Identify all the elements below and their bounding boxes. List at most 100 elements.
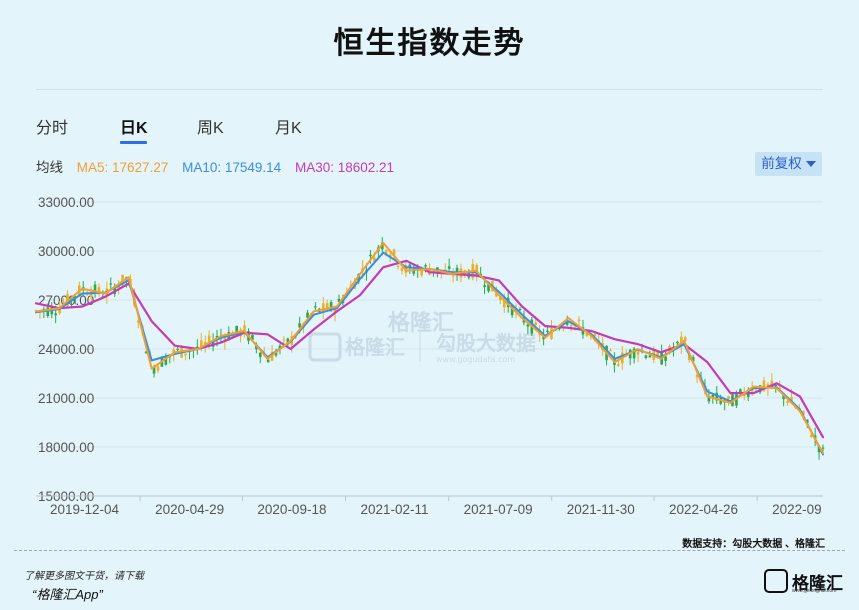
ma10-value: MA10: 17549.14 bbox=[182, 160, 282, 175]
candle-body bbox=[546, 330, 549, 332]
tab-intraday[interactable]: 分时 bbox=[36, 120, 69, 137]
x-tick-label: 2021-02-11 bbox=[361, 502, 429, 517]
series-line-ma5 bbox=[35, 241, 824, 455]
watermark-url: www.gogudata.com bbox=[436, 355, 515, 364]
candle-body bbox=[207, 335, 211, 343]
footer-app-name: “格隆汇App” bbox=[32, 587, 103, 602]
candle-body bbox=[676, 341, 679, 344]
candle-body bbox=[809, 435, 813, 437]
candle-body bbox=[424, 265, 427, 267]
candle-body bbox=[396, 265, 400, 267]
series-line-ma10 bbox=[35, 251, 824, 456]
tab-daily-k[interactable]: 日K bbox=[120, 120, 148, 137]
ma-label: 均线 bbox=[36, 160, 63, 175]
candle-body bbox=[325, 303, 329, 310]
y-tick-label: 18000.00 bbox=[38, 440, 94, 455]
candle-body bbox=[54, 313, 57, 316]
watermark-top: 格隆汇 bbox=[388, 310, 454, 336]
candle-body bbox=[687, 355, 691, 361]
candle-body bbox=[113, 286, 116, 294]
candle-body bbox=[817, 446, 821, 453]
price-adjust-label: 前复权 bbox=[761, 156, 802, 171]
candle-body bbox=[518, 309, 522, 311]
candle-body bbox=[274, 351, 278, 356]
candle-body bbox=[715, 392, 719, 401]
candle-body bbox=[333, 309, 337, 314]
candle-body bbox=[46, 307, 50, 316]
candle-body bbox=[558, 327, 561, 330]
candle-body bbox=[762, 380, 766, 391]
candle-body bbox=[400, 267, 404, 272]
x-tick-label: 2021-07-09 bbox=[464, 502, 533, 517]
candle-body bbox=[506, 297, 510, 308]
candle-body bbox=[176, 348, 179, 350]
candle-body bbox=[447, 266, 451, 269]
candle-body bbox=[172, 349, 176, 354]
candle-body bbox=[782, 394, 785, 400]
candle-body bbox=[203, 341, 207, 345]
candle-body bbox=[711, 394, 715, 398]
candle-body bbox=[329, 302, 333, 311]
candle-body bbox=[455, 267, 459, 275]
candle-body bbox=[137, 320, 140, 323]
candle-body bbox=[369, 254, 372, 257]
candle-body bbox=[380, 242, 384, 250]
candle-body bbox=[109, 283, 113, 285]
candle-body bbox=[337, 298, 341, 302]
candle-body bbox=[121, 274, 124, 285]
candle-body bbox=[577, 319, 581, 322]
candle-body bbox=[510, 305, 514, 316]
candle-body bbox=[282, 339, 286, 341]
candle-body bbox=[609, 350, 612, 352]
candle-body bbox=[412, 270, 416, 274]
footer-note: 了解更多图文干货，请下载 bbox=[24, 571, 144, 582]
candle-body bbox=[495, 291, 498, 297]
candle-body bbox=[534, 322, 538, 325]
page-title: 恒生指数走势 bbox=[333, 27, 526, 60]
candle-body bbox=[774, 385, 778, 387]
candle-body bbox=[152, 367, 156, 374]
logo-url: www.gelonghui.com bbox=[792, 588, 837, 594]
candle-body bbox=[735, 394, 738, 406]
tab-weekly-k[interactable]: 周K bbox=[197, 120, 224, 137]
candle-body bbox=[373, 257, 376, 262]
candle-body bbox=[802, 410, 805, 416]
candle-body bbox=[739, 389, 742, 393]
candle-body bbox=[349, 284, 353, 286]
candle-body bbox=[746, 393, 750, 397]
tab-monthly-k[interactable]: 月K bbox=[275, 120, 302, 137]
candle-body bbox=[258, 352, 262, 358]
watermark-logo-icon bbox=[308, 332, 342, 362]
candle-body bbox=[223, 337, 227, 342]
candle-body bbox=[778, 387, 782, 389]
x-tick-label: 2019-12-04 bbox=[50, 502, 120, 517]
candle-body bbox=[451, 275, 455, 277]
candle-body bbox=[286, 338, 290, 345]
candle-body bbox=[93, 284, 97, 294]
price-adjust-dropdown[interactable]: 前复权 bbox=[755, 152, 822, 176]
candle-body bbox=[569, 325, 573, 327]
candle-body bbox=[617, 364, 620, 366]
candle-body bbox=[786, 401, 789, 404]
candle-body bbox=[695, 374, 699, 378]
x-tick-label: 2021-11-30 bbox=[567, 502, 635, 517]
candle-body bbox=[164, 356, 168, 365]
candle-body bbox=[199, 340, 203, 348]
candle-body bbox=[636, 351, 640, 355]
watermark-right: 勾股大数据 bbox=[436, 331, 536, 355]
caret-down-icon bbox=[805, 161, 816, 168]
candle-body bbox=[266, 359, 270, 363]
candle-body bbox=[384, 250, 388, 254]
candle-body bbox=[235, 325, 238, 333]
candle-body bbox=[483, 285, 486, 288]
logo-text: 格隆汇 bbox=[792, 574, 843, 593]
x-tick-label: 2022-04-26 bbox=[669, 502, 738, 517]
x-tick-label: 2022-09 bbox=[772, 502, 822, 517]
candle-body bbox=[691, 357, 695, 362]
x-tick-label: 2020-04-29 bbox=[155, 502, 224, 517]
dashed-divider bbox=[14, 550, 845, 551]
candle-body bbox=[648, 355, 652, 358]
ma30-value: MA30: 18602.21 bbox=[294, 160, 395, 175]
candle-body bbox=[392, 249, 396, 256]
